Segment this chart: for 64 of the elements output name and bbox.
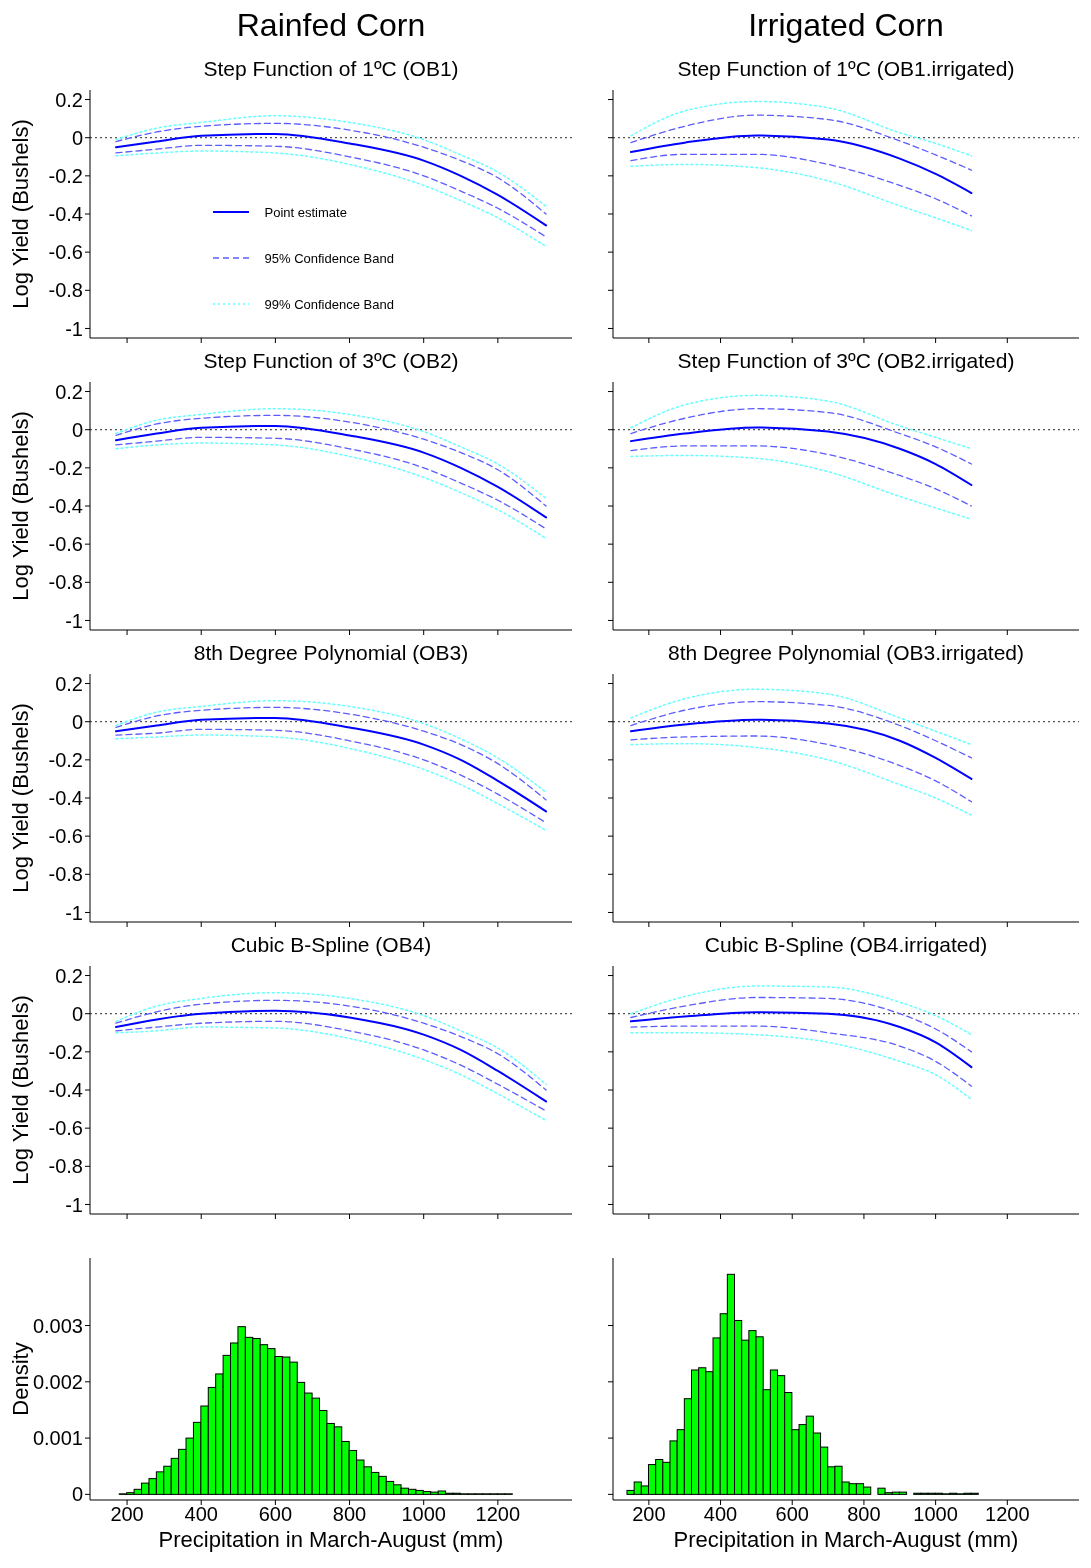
y-tick-label: 0: [71, 1002, 83, 1025]
x-tick-label: 800: [332, 1503, 367, 1526]
x-tick-label: 800: [847, 1503, 881, 1526]
y-tick-label: -0.6: [48, 241, 83, 264]
x-axis-title: Precipitation in March-August (mm): [158, 1527, 504, 1552]
y-tick-label: -0.2: [48, 1040, 83, 1063]
y-tick-label: -0.6: [48, 1117, 83, 1140]
y-tick-label: -0.2: [48, 164, 83, 187]
y-axis-title: Log Yield (Bushels): [7, 995, 33, 1185]
chart-subtitle: Step Function of 1ºC (OB1.irrigated): [676, 56, 1016, 82]
y-axis-title: Density: [7, 1342, 33, 1416]
legend-label: 95% Confidence Band: [264, 250, 394, 266]
x-tick-label: 1200: [475, 1503, 521, 1526]
y-tick-label: -1: [65, 317, 83, 340]
y-tick-label: -0.8: [48, 1155, 83, 1178]
y-tick-label: 0.003: [32, 1314, 83, 1337]
chart-title: Step Function of 3ºC (OB2.irrigated): [676, 348, 1016, 374]
chart-title: Cubic B-Spline (OB4): [229, 932, 433, 958]
x-axis-title: Precipitation in March-August (mm): [673, 1527, 1019, 1552]
y-tick-label: -0.8: [48, 571, 83, 594]
y-tick-label: -0.4: [48, 203, 83, 226]
y-tick-label: -0.4: [48, 787, 83, 810]
y-tick-label: 0.2: [55, 964, 83, 987]
y-axis-title: Log Yield (Bushels): [7, 703, 33, 893]
x-tick-label: 400: [703, 1503, 738, 1526]
y-tick-label: 0.2: [55, 380, 83, 403]
legend-label: 99% Confidence Band: [264, 296, 394, 312]
y-tick-label: 0.2: [55, 88, 83, 111]
y-tick-label: -0.6: [48, 533, 83, 556]
chart-title: Rainfed Corn: [235, 6, 427, 45]
chart-subtitle: Step Function of 1ºC (OB1): [202, 56, 460, 82]
y-tick-label: 0: [71, 126, 83, 149]
chart-title: 8th Degree Polynomial (OB3.irrigated): [667, 640, 1025, 666]
y-tick-label: -0.2: [48, 748, 83, 771]
y-tick-label: -0.4: [48, 1079, 83, 1102]
y-tick-label: -0.8: [48, 279, 83, 302]
x-tick-label: 1200: [985, 1503, 1030, 1526]
x-tick-label: 200: [110, 1503, 144, 1526]
y-tick-label: 0.001: [32, 1427, 83, 1450]
y-tick-label: 0: [71, 1483, 83, 1506]
y-tick-label: -0.8: [48, 863, 83, 886]
y-tick-label: -0.2: [48, 456, 83, 479]
y-tick-label: 0.002: [32, 1370, 83, 1393]
x-tick-label: 1000: [913, 1503, 958, 1526]
y-tick-label: -0.6: [48, 825, 83, 848]
y-tick-label: -1: [65, 901, 83, 924]
y-tick-label: 0: [71, 710, 83, 733]
y-axis-title: Log Yield (Bushels): [7, 119, 33, 309]
y-tick-label: -0.4: [48, 495, 83, 518]
x-tick-label: 600: [258, 1503, 293, 1526]
y-tick-label: -1: [65, 1193, 83, 1216]
y-tick-label: 0: [71, 418, 83, 441]
chart-title: Irrigated Corn: [747, 6, 945, 45]
chart-title: Step Function of 3ºC (OB2): [202, 348, 460, 374]
y-tick-label: 0.2: [55, 672, 83, 695]
y-axis-title: Log Yield (Bushels): [7, 411, 33, 601]
x-tick-label: 600: [775, 1503, 809, 1526]
legend-label: Point estimate: [264, 204, 347, 220]
chart-title: Cubic B-Spline (OB4.irrigated): [703, 932, 989, 958]
x-tick-label: 1000: [401, 1503, 446, 1526]
x-tick-label: 400: [184, 1503, 218, 1526]
y-tick-label: -1: [65, 609, 83, 632]
chart-title: 8th Degree Polynomial (OB3): [192, 640, 470, 666]
x-tick-label: 200: [632, 1503, 666, 1526]
